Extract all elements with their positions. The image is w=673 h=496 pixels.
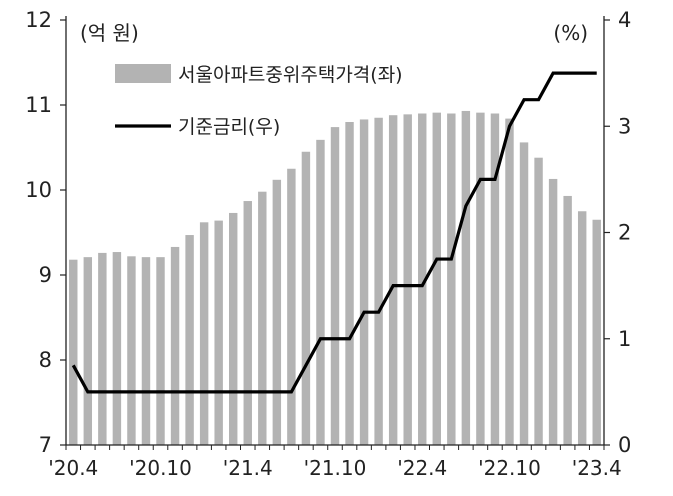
price-bar (185, 235, 194, 445)
price-bar (229, 212, 238, 445)
rate-line (71, 71, 597, 394)
price-bar (287, 168, 296, 445)
price-bar (345, 122, 354, 445)
price-bar (272, 179, 282, 446)
price-bar (69, 259, 78, 445)
x-tick-label: '20.10 (129, 456, 192, 480)
left-tick-label: 9 (39, 263, 52, 287)
price-bar (403, 114, 412, 445)
price-bar (490, 113, 500, 445)
price-bar (563, 195, 572, 445)
right-tick-label: 1 (618, 327, 631, 351)
price-bar (243, 201, 252, 445)
legend-bar-swatch (115, 64, 171, 83)
price-bar (418, 113, 427, 445)
price-bar (577, 211, 587, 445)
price-bar (534, 157, 543, 445)
legend-line-label: 기준금리(우) (178, 116, 280, 138)
price-bar (199, 222, 209, 445)
price-bar (112, 252, 122, 445)
price-bar (98, 252, 107, 445)
legend-bar-label: 서울아파트중위주택가격(좌) (178, 64, 403, 86)
left-tick-label: 10 (25, 178, 52, 202)
price-bar (519, 142, 529, 445)
line-layer (71, 71, 597, 394)
price-bar (461, 110, 471, 445)
price-bar (432, 112, 441, 446)
price-bar (301, 151, 311, 445)
price-bar (592, 219, 601, 445)
text-layer: 78910111201234'20.4'20.10'21.4'21.10'22.… (25, 8, 631, 480)
x-tick-label: '20.4 (48, 456, 98, 480)
price-bar (388, 115, 398, 445)
right-tick-label: 3 (618, 114, 631, 138)
x-tick-label: '21.10 (304, 456, 367, 480)
right-axis-unit: (%) (553, 21, 588, 45)
price-bar (156, 257, 165, 445)
right-tick-label: 4 (618, 8, 631, 32)
price-bar (447, 113, 456, 445)
x-tick-label: '21.4 (223, 456, 273, 480)
price-bar (505, 118, 514, 445)
x-tick-label: '23.4 (572, 456, 622, 480)
price-bar (258, 191, 267, 445)
right-tick-label: 0 (618, 433, 631, 457)
price-bar (141, 257, 151, 445)
left-tick-label: 12 (25, 8, 52, 32)
left-tick-label: 11 (25, 93, 52, 117)
left-axis-unit: (억 원) (80, 21, 139, 45)
price-bar (374, 117, 383, 445)
x-tick-label: '22.10 (478, 456, 541, 480)
bars-layer (69, 110, 601, 446)
price-bar (359, 119, 369, 445)
x-tick-label: '22.4 (397, 456, 447, 480)
price-bar (476, 112, 485, 446)
axes-layer (60, 16, 610, 450)
left-tick-label: 7 (39, 433, 52, 457)
price-bar (170, 246, 180, 445)
left-tick-label: 8 (39, 348, 52, 372)
price-bar (330, 127, 340, 445)
price-bar (127, 256, 136, 445)
price-bar (83, 257, 93, 445)
price-bar (548, 178, 558, 445)
right-tick-label: 2 (618, 221, 631, 245)
price-bar (316, 139, 325, 445)
price-bar (214, 220, 223, 445)
